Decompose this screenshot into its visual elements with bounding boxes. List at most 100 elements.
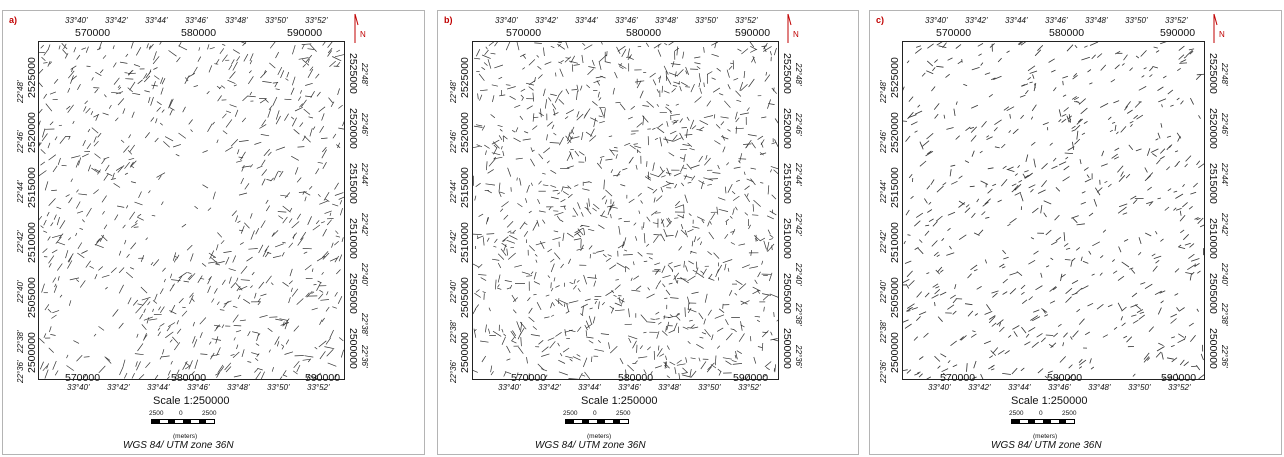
lineament-segment [46,211,50,217]
northing-tick-label: 2510000 [1207,218,1219,259]
lineament-segment [192,66,198,76]
lat-tick-label: 22°46' [1220,113,1229,136]
lineament-segment [1003,106,1010,111]
lineament-segment [636,80,642,89]
lineament-segment [774,364,776,373]
lineament-segment [130,161,134,167]
lineament-segment [727,84,731,90]
lineament-segment [1040,205,1043,214]
lineament-segment [1130,268,1136,274]
lineament-segment [481,54,491,59]
lineament-segment [1160,148,1166,154]
northing-tick: 2505000 [889,277,901,318]
lineament-segment [50,334,56,336]
lineament-segment [724,263,727,271]
lineament-segment [653,234,661,236]
lineament-segment [1040,337,1046,343]
lat-tick-label: 22°44' [794,163,803,186]
lineament-segment [91,167,99,173]
lineament-segment [963,83,968,87]
lineament-segment [1081,56,1091,61]
lineament-segment [682,51,685,59]
lineament-segment [700,270,705,274]
lineament-segment [763,240,767,250]
lineament-segment [67,260,73,269]
scalebar-label: 0 [179,410,183,417]
lat-tick: 22°44' [360,163,369,186]
lineament-segment [1099,272,1103,276]
lineament-segment [232,314,239,323]
lineament-segment [530,334,540,337]
lineament-segment [624,249,628,252]
lineament-segment [1114,147,1120,151]
lineament-segment [168,99,173,109]
lat-tick: 22°48' [794,63,803,86]
lineament-segment [251,352,260,356]
lineament-segment [687,308,697,313]
lineament-segment [682,374,691,378]
lineament-segment [224,362,232,371]
lineament-segment [653,197,656,203]
lineament-segment [536,219,540,227]
lineament-segment [743,70,746,79]
lineament-segment [56,241,66,246]
lineament-segment [275,146,286,151]
lineament-segment [214,324,221,332]
lineament-segment [569,60,578,64]
lat-tick-label: 22°36' [16,360,25,383]
lineament-segment [1062,176,1070,182]
lineament-segment [683,154,686,163]
lineament-segment [535,241,546,246]
lineament-segment [952,364,958,368]
lineament-segment [502,239,506,242]
northing-tick: 2520000 [1207,108,1219,149]
lineament-segment [39,215,43,221]
lineament-segment [159,122,163,126]
lineament-segment [686,163,692,170]
lineament-segment [767,229,771,235]
lineament-segment [643,222,645,229]
lineament-segment [66,365,75,371]
lineament-segment [735,117,740,123]
lineament-segment [707,362,715,371]
lineament-segment [694,96,702,103]
scalebar-label: 2500 [1009,410,1024,417]
lineament-segment [141,296,151,301]
lineament-segment [216,85,220,89]
lineament-segment [619,103,626,111]
lineament-segment [740,300,748,305]
lineament-segment [624,142,631,146]
lineament-segment [308,374,318,379]
lineament-segment [1143,67,1147,70]
lineament-segment [1080,107,1088,115]
lineament-segment [1143,356,1150,363]
lineament-segment [1147,148,1151,156]
lineament-segment [769,234,774,238]
lineament-segment [150,261,154,266]
lineament-segment [618,296,621,304]
lineament-segment [984,72,991,75]
lineament-segment [931,240,938,247]
lineament-segment [1078,358,1083,363]
lineament-segment [140,286,148,294]
lineament-segment [1011,188,1017,193]
lineament-segment [628,198,635,203]
lineament-segment [598,224,605,229]
lineament-segment [536,54,540,58]
lineament-segment [1071,129,1076,132]
lineament-segment [1027,65,1036,72]
lineament-segment [512,330,517,336]
lineament-segment [1114,156,1120,160]
lineament-segment [272,255,282,258]
lineament-segment [560,60,564,63]
lineament-segment [593,280,597,287]
lineament-segment [646,243,650,247]
lineament-segment [39,68,44,74]
lineament-segment [949,245,952,250]
lineament-segment [133,226,139,228]
lineament-segment [591,59,595,66]
lineament-segment [39,338,45,344]
lineament-segment [243,298,251,304]
lineament-segment [675,200,681,207]
lineament-segment [158,306,162,311]
